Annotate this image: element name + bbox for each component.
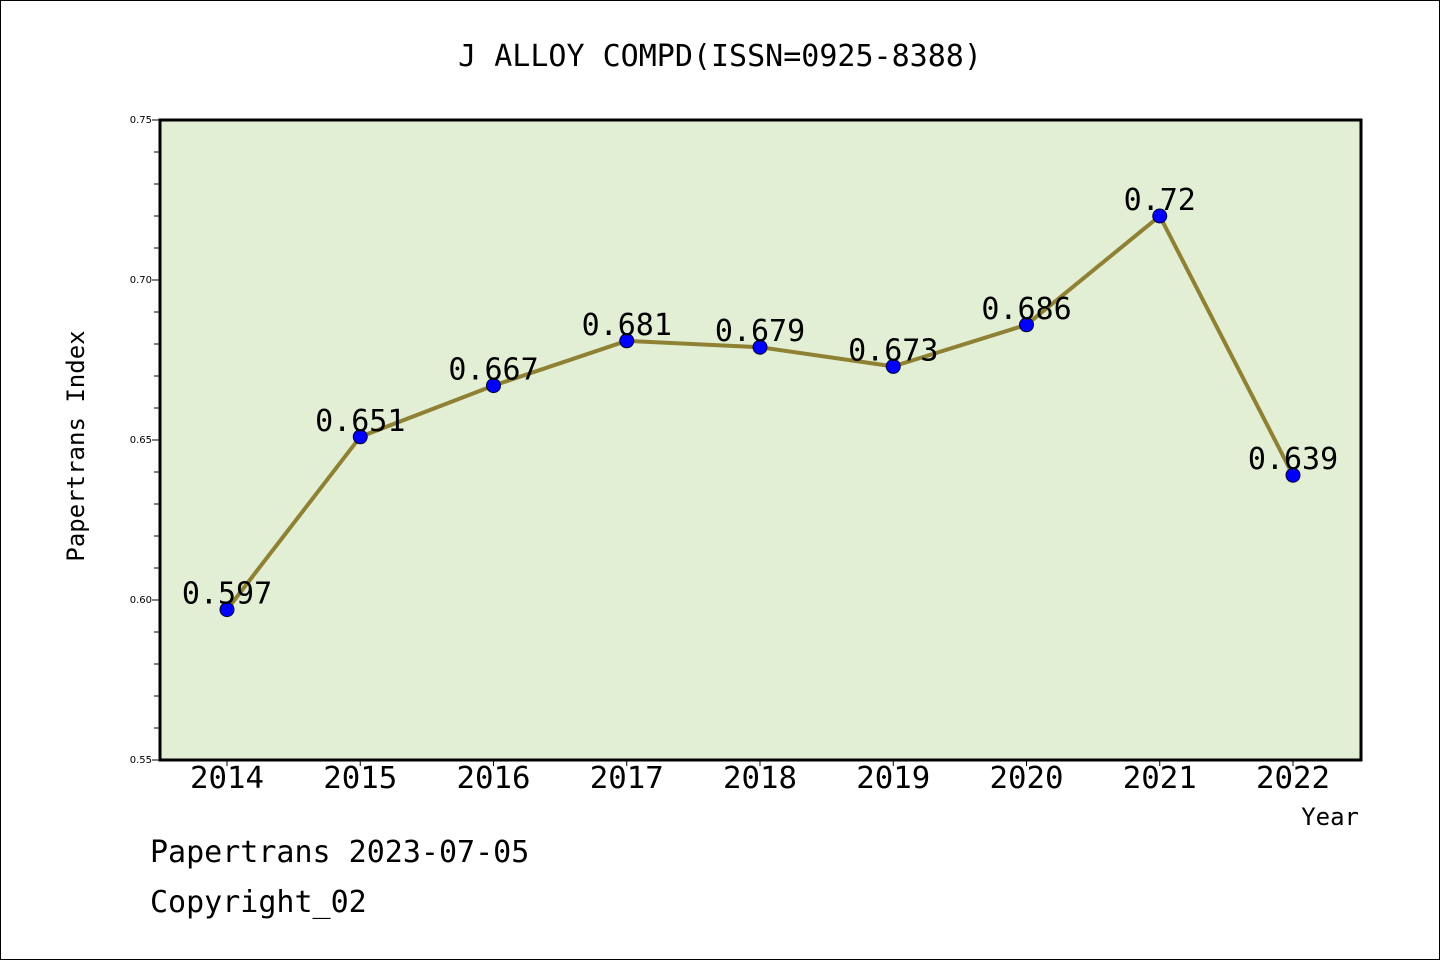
data-point-marker <box>486 378 501 394</box>
y-tick-label: 0.75 <box>130 115 152 126</box>
y-tick-label: 0.55 <box>130 755 152 766</box>
data-label: 0.72 <box>1124 183 1196 218</box>
data-label: 0.673 <box>848 333 938 368</box>
data-point-marker <box>885 358 901 374</box>
data-label: 0.667 <box>448 353 538 388</box>
data-label: 0.651 <box>315 404 405 439</box>
data-point-marker <box>1285 467 1301 483</box>
x-axis: 2014 2015 2016 2017 2018 2019 2020 2021 2022 <box>190 760 1330 796</box>
data-label: 0.639 <box>1248 442 1338 477</box>
chart-title: J ALLOY COMPD(ISSN=0925-8388) <box>458 39 982 74</box>
x-tick-label: 2019 <box>856 761 930 796</box>
data-label: 0.597 <box>182 577 272 612</box>
series-markers <box>219 208 1301 618</box>
data-label: 0.686 <box>981 292 1071 327</box>
data-point-marker <box>352 429 368 445</box>
x-tick-label: 2022 <box>1256 761 1330 796</box>
footer-copyright: Copyright_02 <box>150 885 367 920</box>
x-tick-label: 2020 <box>990 761 1064 796</box>
data-point-marker <box>219 602 235 618</box>
data-label: 0.679 <box>715 314 805 349</box>
x-axis-label: Year <box>1301 803 1359 831</box>
data-label: 0.681 <box>582 308 672 343</box>
data-labels: 0.597 0.651 0.667 0.681 0.679 0.673 0.686 0.72 0… <box>182 183 1338 612</box>
y-tick-label: 0.65 <box>130 435 152 446</box>
y-tick-label: 0.70 <box>130 275 152 286</box>
footer-source: Papertrans 2023-07-05 <box>150 835 530 870</box>
y-axis: 0.55 0.60 0.65 0.70 0.75 <box>130 115 160 766</box>
data-point-marker <box>1019 317 1034 333</box>
x-tick-label: 2018 <box>723 761 797 796</box>
data-point-marker <box>752 339 768 355</box>
plot-border <box>158 118 1363 762</box>
x-tick-label: 2015 <box>323 761 397 796</box>
data-point-marker <box>1152 208 1168 224</box>
x-tick-label: 2016 <box>457 761 531 796</box>
data-point-marker <box>619 333 635 349</box>
x-tick-label: 2021 <box>1123 761 1197 796</box>
x-tick-label: 2014 <box>190 761 264 796</box>
x-tick-label: 2017 <box>590 761 664 796</box>
y-axis-label: Papertrans Index <box>62 330 90 561</box>
y-tick-label: 0.60 <box>130 595 152 606</box>
